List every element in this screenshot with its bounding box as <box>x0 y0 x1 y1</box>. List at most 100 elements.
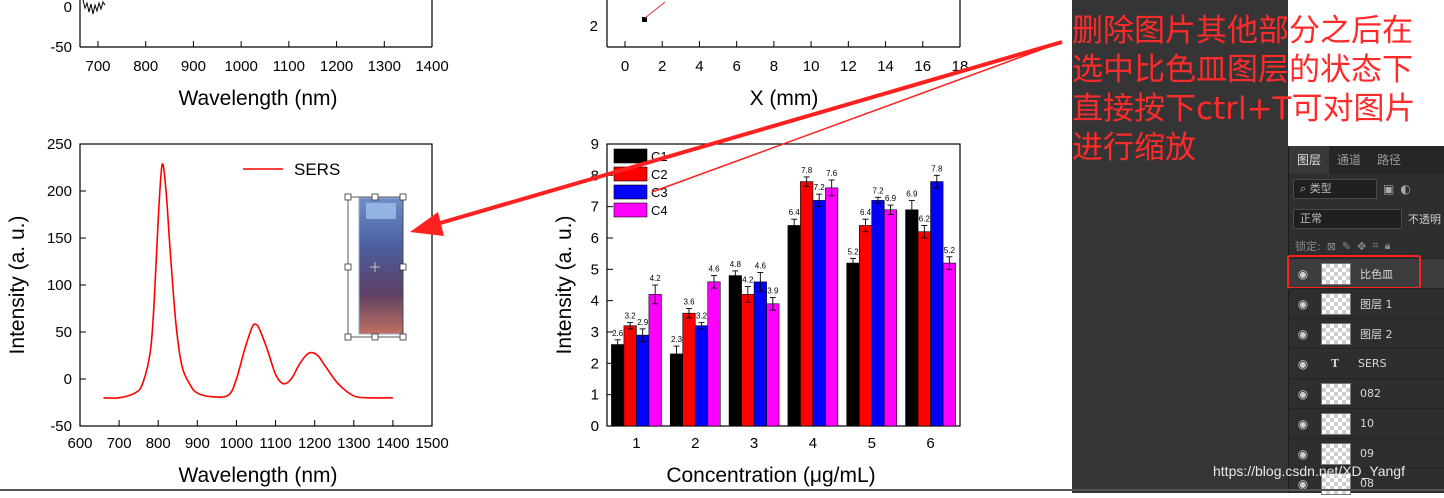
layer-row[interactable]: ◉ 10 <box>1289 408 1444 438</box>
line-chart-xtick: 800 <box>146 435 171 452</box>
transform-handle[interactable] <box>371 333 379 341</box>
layer-filter-row: ⌕ 类型 ▣ ◐ <box>1289 174 1444 204</box>
bar-data-label: 2.3 <box>671 335 683 344</box>
opacity-label: 不透明 <box>1408 213 1441 226</box>
bar-c2-1 <box>623 325 637 427</box>
annotation-line: 直接按下ctrl+T可对图片 <box>1072 91 1416 127</box>
cuvette-image[interactable] <box>344 193 407 341</box>
selected-layer-highlight <box>1287 255 1421 289</box>
transform-handle[interactable] <box>399 333 407 341</box>
bar-c1-3 <box>728 275 742 427</box>
bar-data-label: 4.2 <box>742 276 754 285</box>
bar-chart-ytick: 0 <box>591 418 599 435</box>
layer-kind-filter[interactable]: ⌕ 类型 <box>1293 179 1377 199</box>
cuvette-cap <box>366 203 396 219</box>
line-chart-xtick: 700 <box>107 435 132 452</box>
adjustment-filter-icon[interactable]: ◐ <box>1400 182 1411 196</box>
top-left-xtick: 700 <box>85 58 110 75</box>
lock-label: 锁定: <box>1295 240 1321 253</box>
line-chart-ytick: 50 <box>55 324 72 341</box>
instruction-annotation: 删除图片其他部分之后在 选中比色皿图层的状态下 直接按下ctrl+T可对图片 进… <box>1072 12 1444 168</box>
bar-c3-5 <box>871 200 885 427</box>
visibility-eye-icon[interactable]: ◉ <box>1297 326 1309 341</box>
visibility-eye-icon[interactable]: ◉ <box>1297 296 1309 311</box>
annotation-line: 进行缩放 <box>1072 130 1196 166</box>
top-left-xlabel: Wavelength (nm) <box>178 87 337 110</box>
bar-chart-ytick: 1 <box>591 387 599 404</box>
bar-chart-xtick: 3 <box>750 435 758 452</box>
top-right-xtick: 8 <box>770 58 778 75</box>
lock-transparent-icon[interactable]: ⊠ <box>1326 239 1336 253</box>
tab-channels[interactable]: 通道 <box>1337 153 1362 167</box>
bar-data-label: 6.9 <box>885 194 897 203</box>
blend-mode-select[interactable]: 正常 <box>1293 209 1402 229</box>
transform-handle[interactable] <box>371 193 379 201</box>
text-layer-icon: T <box>1330 357 1340 370</box>
bar-chart-ytick: 5 <box>591 261 599 278</box>
top-left-xtick: 1100 <box>273 58 305 75</box>
layer-name: SERS <box>1358 357 1387 370</box>
visibility-eye-icon[interactable]: ◉ <box>1297 386 1309 401</box>
layer-thumbnail <box>1321 442 1351 465</box>
thick-arrow-line <box>429 40 1063 228</box>
top-right-xtick: 14 <box>877 58 894 75</box>
top-right-fit-line <box>644 1 666 19</box>
annotation-line: 选中比色皿图层的状态下 <box>1072 52 1413 88</box>
red-arrow-annotation <box>410 40 1063 236</box>
lock-paint-icon[interactable]: ✎ <box>1341 239 1352 253</box>
visibility-eye-icon[interactable]: ◉ <box>1297 356 1309 371</box>
bottom-divider <box>0 489 1444 491</box>
legend-c4-label: C4 <box>651 203 668 218</box>
layer-row[interactable]: ◉ 082 <box>1289 378 1444 408</box>
bar-chart-ylabel: Intensity (a. u.) <box>553 216 576 355</box>
transform-handle[interactable] <box>344 333 352 341</box>
bar-data-label: 7.2 <box>814 183 826 192</box>
layer-thumbnail <box>1321 292 1351 315</box>
legend-c1-swatch <box>613 148 648 164</box>
line-chart-xtick: 600 <box>67 435 92 452</box>
layer-row[interactable]: ◉ 图层 2 <box>1289 318 1444 348</box>
bar-c1-4 <box>787 225 801 427</box>
bar-chart-ytick: 9 <box>591 136 599 153</box>
layer-row[interactable]: ◉ 图层 1 <box>1289 288 1444 318</box>
layer-thumbnail <box>1321 262 1351 285</box>
transform-handle[interactable] <box>399 263 407 271</box>
bar-data-label: 7.6 <box>826 169 838 178</box>
visibility-eye-icon[interactable]: ◉ <box>1297 476 1309 491</box>
bar-chart-xlabel: Concentration (μg/mL) <box>666 464 875 487</box>
visibility-eye-icon[interactable]: ◉ <box>1297 416 1309 431</box>
transform-handle[interactable] <box>344 193 352 201</box>
top-left-xtick: 900 <box>181 58 206 75</box>
visibility-eye-icon[interactable]: ◉ <box>1297 266 1309 281</box>
tab-paths[interactable]: 路径 <box>1377 153 1402 167</box>
bar-c2-4 <box>800 181 814 427</box>
transform-handle[interactable] <box>399 193 407 201</box>
watermark: https://blog.csdn.net/XD_Yangf <box>1213 463 1405 479</box>
cuvette-body <box>358 197 404 335</box>
sers-line-chart: -50 0 50 100 150 200 250 600 700 800 900 1000 1100 1… <box>6 136 449 487</box>
layer-name: 比色皿 <box>1360 267 1393 281</box>
legend-c3-swatch <box>613 184 648 200</box>
lock-position-icon[interactable]: ✥ <box>1357 239 1367 253</box>
legend-sers-label: SERS <box>294 160 340 179</box>
layer-row[interactable]: ◉ T SERS <box>1289 348 1444 378</box>
top-left-chart: 0 -50 700 800 900 1000 1100 1200 1300 1400 Wave… <box>50 0 449 110</box>
layer-name: 082 <box>1360 387 1381 400</box>
lock-artboard-icon[interactable]: ⌗ <box>1372 239 1379 252</box>
bar-c2-2 <box>682 312 696 427</box>
layer-thumbnail <box>1321 382 1351 405</box>
layer-name: 08 <box>1360 477 1374 490</box>
transform-center-icon <box>370 262 380 272</box>
top-right-xtick: 16 <box>914 58 931 75</box>
top-right-xtick: 10 <box>803 58 820 75</box>
image-filter-icon[interactable]: ▣ <box>1383 182 1395 196</box>
bar-data-label: 6.4 <box>789 208 801 217</box>
transform-handle[interactable] <box>344 263 352 271</box>
layer-row[interactable]: ◉ 09 <box>1289 438 1444 468</box>
lock-all-icon[interactable]: 🔒︎ <box>1384 239 1391 252</box>
top-left-xtick: 1000 <box>224 58 257 75</box>
visibility-eye-icon[interactable]: ◉ <box>1297 446 1309 461</box>
layer-row[interactable]: ◉ 比色皿 <box>1287 255 1444 289</box>
layers-panel-tabs: 图层 通道 路径 <box>1289 146 1444 174</box>
tab-layers[interactable]: 图层 <box>1289 146 1330 174</box>
